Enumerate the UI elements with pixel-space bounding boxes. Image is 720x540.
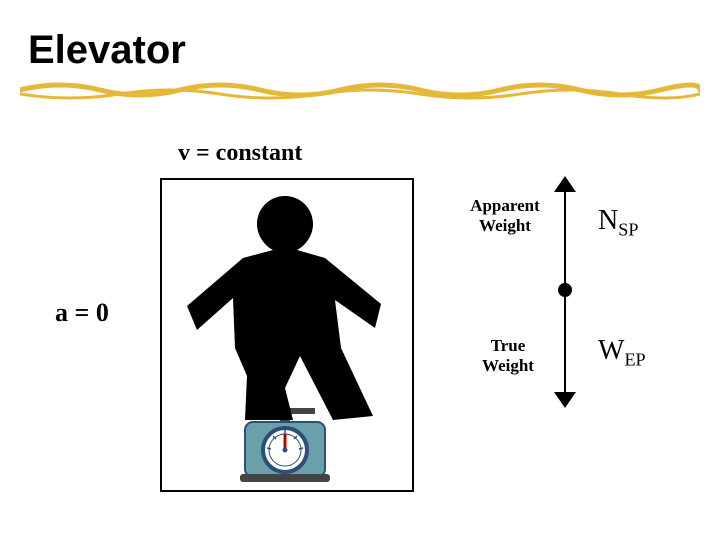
normal-force-symbol: NSP [598,205,638,241]
force-arrow-head-down [554,392,576,408]
page-title: Elevator [28,28,186,73]
true-weight-line2: Weight [468,356,548,376]
force-arrow-midpoint [558,283,572,297]
normal-force-sub: SP [618,220,638,240]
velocity-label: v = constant [178,140,302,167]
weight-force-sub: EP [624,350,645,370]
force-arrow-head-up [554,176,576,192]
true-weight-line1: True [468,336,548,356]
weight-force-main: W [598,335,624,366]
person-silhouette [185,188,385,428]
true-weight-label: True Weight [468,336,548,376]
title-underline [20,78,700,102]
weight-force-symbol: WEP [598,335,646,371]
apparent-weight-label: Apparent Weight [460,196,550,236]
acceleration-label: a = 0 [55,298,109,328]
normal-force-main: N [598,205,618,236]
apparent-weight-line1: Apparent [460,196,550,216]
apparent-weight-line2: Weight [460,216,550,236]
